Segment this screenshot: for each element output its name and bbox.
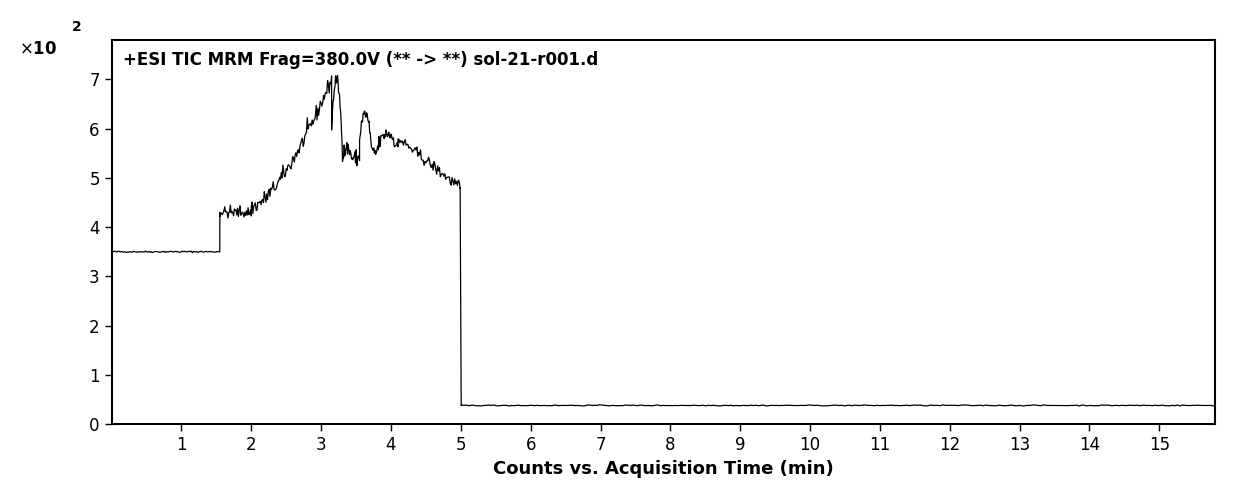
Text: 2: 2 bbox=[72, 20, 82, 34]
Text: +ESI TIC MRM Frag=380.0V (** -> **) sol-21-r001.d: +ESI TIC MRM Frag=380.0V (** -> **) sol-… bbox=[123, 51, 598, 69]
X-axis label: Counts vs. Acquisition Time (min): Counts vs. Acquisition Time (min) bbox=[494, 460, 833, 478]
Text: $\times$10: $\times$10 bbox=[19, 40, 57, 58]
